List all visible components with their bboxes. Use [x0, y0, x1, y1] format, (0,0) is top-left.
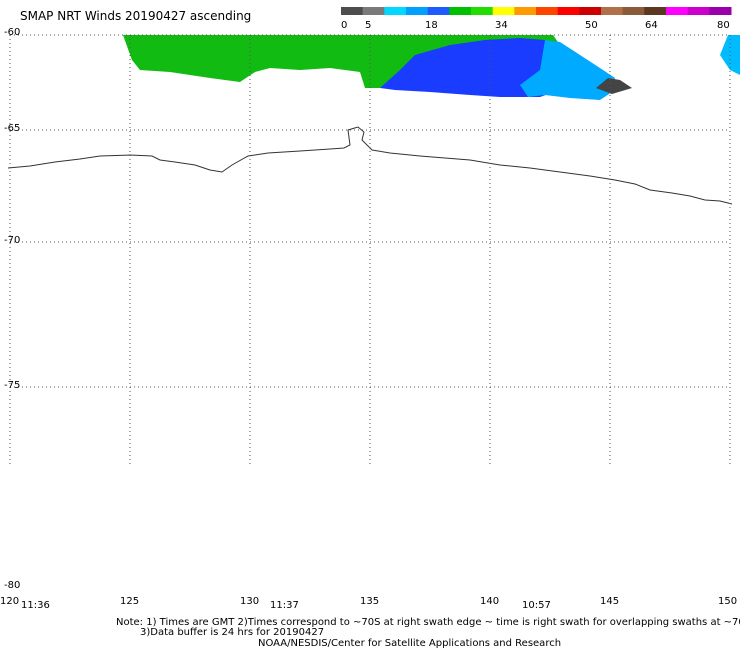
grid-lines	[9, 34, 731, 465]
lon-label-135: 135	[360, 596, 380, 607]
swath-time-2: 11:37	[270, 600, 299, 611]
antarctic-coastline	[7, 126, 733, 205]
lon-label-150: 150	[718, 596, 738, 607]
colorbar-segment	[579, 7, 602, 15]
colorbar-segment	[384, 7, 407, 15]
colorbar-segment	[492, 7, 515, 15]
colorbar-label-64: 64	[645, 20, 658, 31]
colorbar-label-50: 50	[585, 20, 598, 31]
lat-label-60: -60	[4, 27, 21, 38]
colorbar-segment	[709, 7, 732, 15]
colorbar-segment	[406, 7, 429, 15]
colorbar-segment	[536, 7, 559, 15]
swath-time-1: 11:36	[21, 600, 50, 611]
colorbar-segment	[427, 7, 450, 15]
colorbar-segment	[622, 7, 645, 15]
note-line-1: Note: 1) Times are GMT 2)Times correspon…	[116, 617, 740, 628]
lat-label-75: -75	[4, 380, 21, 391]
colorbar-label-80: 80	[717, 20, 730, 31]
wind-region-light-blue	[520, 40, 615, 100]
wind-swath	[123, 35, 740, 100]
lat-label-65: -65	[4, 123, 21, 134]
colorbar-segment	[666, 7, 689, 15]
lon-label-145: 145	[600, 596, 620, 607]
colorbar-segment	[644, 7, 667, 15]
map-title: SMAP NRT Winds 20190427 ascending	[20, 9, 252, 23]
lon-label-125: 125	[120, 596, 140, 607]
colorbar-segment	[471, 7, 494, 15]
lat-label-80: -80	[4, 580, 21, 591]
colorbar-label-5: 5	[365, 20, 372, 31]
swath-time-3: 10:57	[522, 600, 551, 611]
colorbar-segment	[557, 7, 580, 15]
colorbar-label-34: 34	[495, 20, 508, 31]
lat-label-70: -70	[4, 235, 21, 246]
colorbar-segment	[514, 7, 537, 15]
colorbar-segment	[362, 7, 385, 15]
colorbar-segment	[687, 7, 710, 15]
colorbar-label-0: 0	[341, 20, 348, 31]
lon-label-120: 120	[0, 596, 20, 607]
colorbar-segment	[341, 7, 364, 15]
note-line-3: NOAA/NESDIS/Center for Satellite Applica…	[258, 638, 562, 649]
colorbar-segment	[449, 7, 472, 15]
lon-label-130: 130	[240, 596, 260, 607]
wind-region-gray	[596, 78, 632, 94]
wind-region-dark-blue	[380, 38, 560, 97]
colorbar-segment	[601, 7, 624, 15]
colorbar	[341, 7, 732, 15]
note-line-2: 3)Data buffer is 24 hrs for 20190427	[140, 627, 325, 638]
lon-label-140: 140	[480, 596, 500, 607]
colorbar-label-18: 18	[425, 20, 438, 31]
